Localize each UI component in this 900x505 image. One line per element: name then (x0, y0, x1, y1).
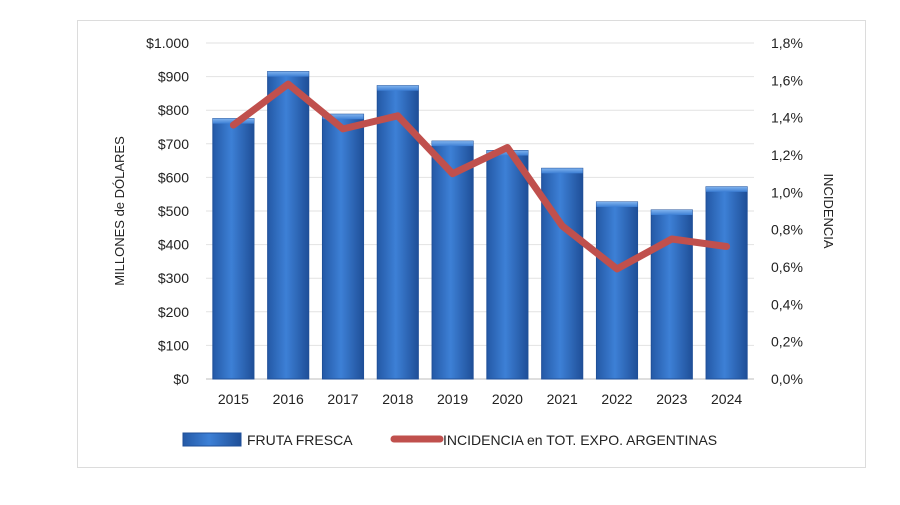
left-tick-label: $0 (173, 371, 189, 387)
legend-label-incidencia: INCIDENCIA en TOT. EXPO. ARGENTINAS (443, 432, 717, 448)
left-tick-label: $500 (158, 203, 189, 219)
x-tick-label: 2015 (218, 391, 249, 407)
right-tick-label: 1,2% (771, 147, 803, 163)
bar-top-highlight (651, 209, 693, 215)
bar-fruta-fresca (650, 209, 693, 380)
left-tick-label: $100 (158, 337, 189, 353)
line-series-incidencia (229, 80, 731, 273)
right-tick-label: 0,4% (771, 296, 803, 312)
x-tick-label: 2017 (327, 391, 358, 407)
left-tick-label: $1.000 (146, 35, 189, 51)
bar-fruta-fresca (321, 113, 365, 380)
left-tick-label: $400 (158, 237, 189, 253)
left-axis-title: MILLONES de DÓLARES (112, 136, 127, 286)
bar-series (212, 71, 748, 380)
bar-fruta-fresca (486, 150, 529, 380)
x-tick-label: 2024 (711, 391, 742, 407)
bar-top-highlight (322, 114, 364, 120)
right-tick-label: 0,6% (771, 259, 803, 275)
legend-label-fruta-fresca: FRUTA FRESCA (247, 432, 353, 448)
bar-top-highlight (596, 201, 638, 207)
bar-top-highlight (706, 186, 748, 192)
bar-top-highlight (377, 85, 419, 91)
x-tick-label: 2019 (437, 391, 468, 407)
left-tick-label: $700 (158, 136, 189, 152)
x-axis-ticks: 2015 2016 2017 2018 2019 2020 2021 2022 2023 2024 (218, 391, 743, 407)
bar-fruta-fresca (431, 140, 474, 380)
x-tick-label: 2020 (492, 391, 523, 407)
left-tick-label: $200 (158, 304, 189, 320)
left-tick-label: $800 (158, 102, 189, 118)
legend: FRUTA FRESCA INCIDENCIA en TOT. EXPO. AR… (182, 432, 717, 448)
x-tick-label: 2018 (382, 391, 413, 407)
right-tick-label: 1,6% (771, 72, 803, 88)
right-axis-ticks: 0,0% 0,2% 0,4% 0,6% 0,8% 1,0% 1,2% 1,4% 1,6% 1,8% (771, 35, 803, 387)
left-tick-label: $900 (158, 69, 189, 85)
right-axis-title: INCIDENCIA (821, 173, 836, 248)
left-tick-label: $300 (158, 270, 189, 286)
bar-top-highlight (432, 141, 474, 147)
left-tick-label: $600 (158, 169, 189, 185)
x-tick-label: 2021 (547, 391, 578, 407)
right-tick-label: 1,4% (771, 110, 803, 126)
bar-fruta-fresca (267, 71, 310, 380)
bar-top-highlight (541, 168, 583, 174)
bar-fruta-fresca (595, 201, 639, 380)
right-tick-label: 0,2% (771, 334, 803, 350)
legend-swatch-fruta-fresca (182, 432, 242, 447)
x-tick-label: 2016 (273, 391, 304, 407)
x-tick-label: 2023 (656, 391, 687, 407)
x-tick-label: 2022 (601, 391, 632, 407)
left-axis-ticks: $0 $100 $200 $300 $400 $500 $600 $700 $800 $900 $1… (146, 35, 189, 387)
bar-fruta-fresca (212, 118, 255, 380)
right-tick-label: 1,0% (771, 184, 803, 200)
right-tick-label: 0,0% (771, 371, 803, 387)
bar-top-highlight (267, 71, 309, 77)
bar-fruta-fresca (705, 186, 748, 380)
right-tick-label: 1,8% (771, 35, 803, 51)
right-tick-label: 0,8% (771, 222, 803, 238)
